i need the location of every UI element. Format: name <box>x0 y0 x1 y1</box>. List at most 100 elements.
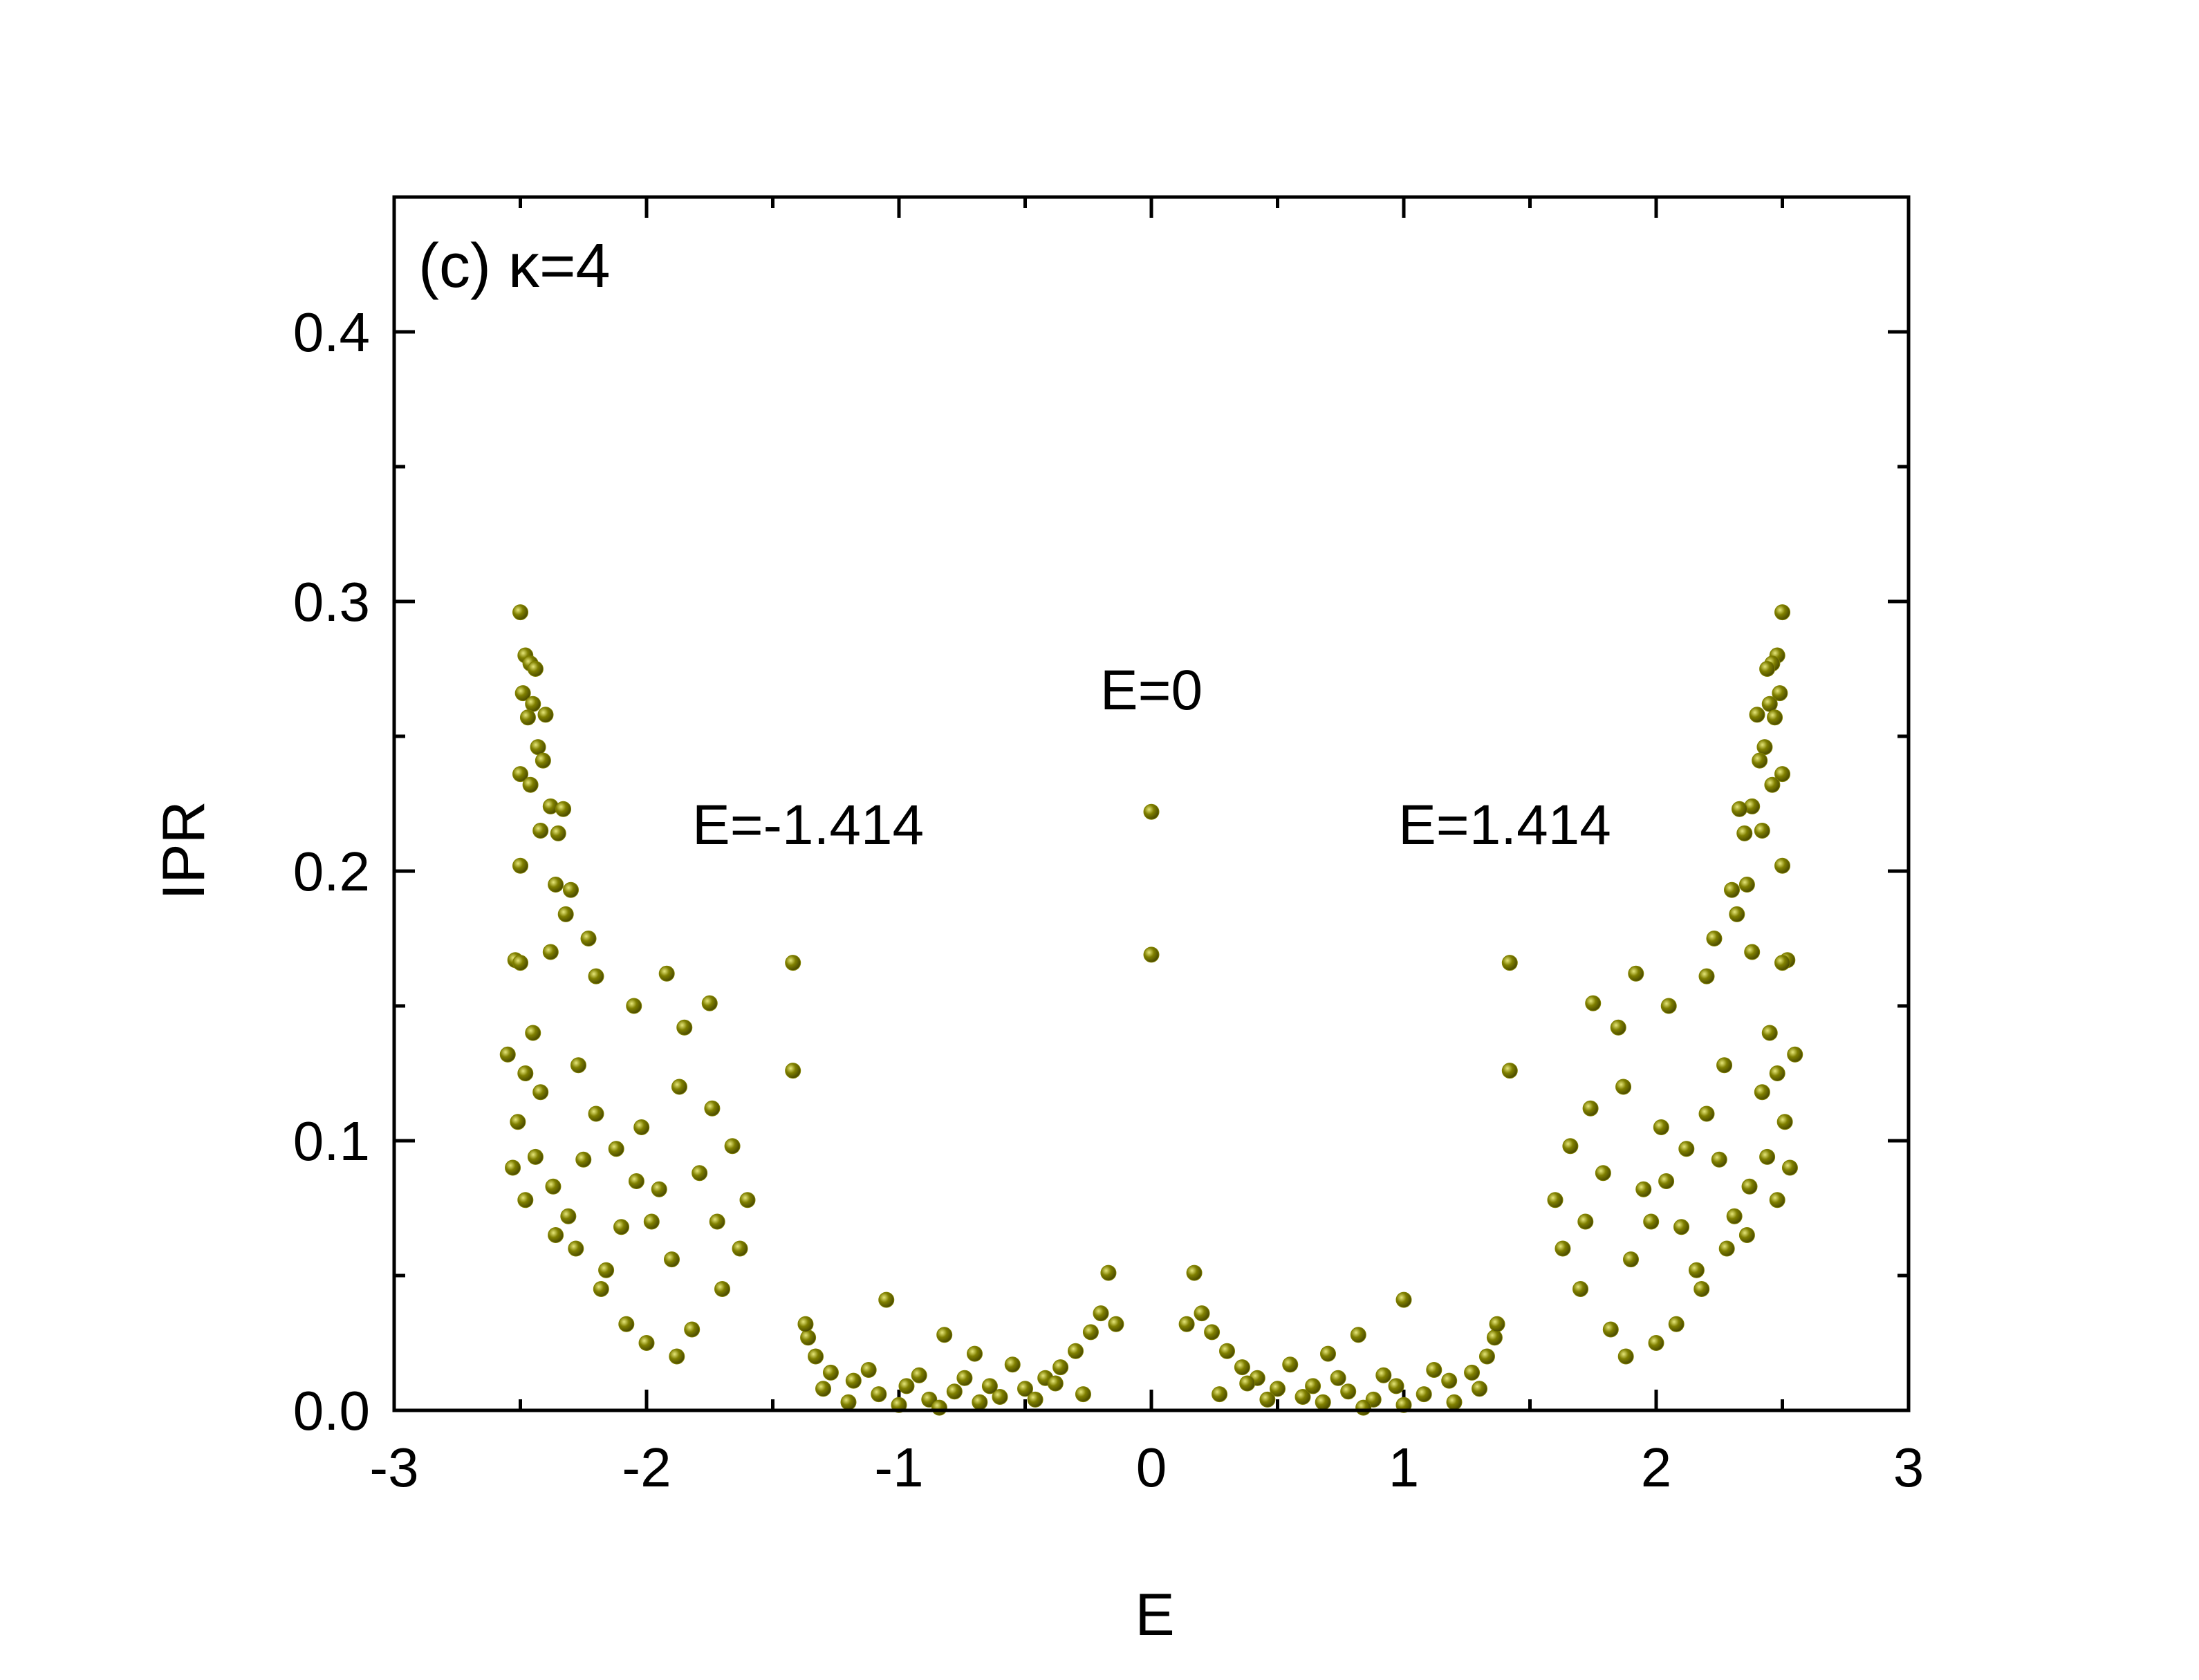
data-point <box>522 776 539 793</box>
data-point <box>1350 1327 1366 1343</box>
annotation-label: E=-1.414 <box>692 794 924 857</box>
y-tick-label: 0.2 <box>293 841 370 902</box>
data-point <box>1769 1192 1785 1208</box>
data-point <box>1577 1213 1594 1230</box>
data-point <box>1047 1375 1064 1392</box>
data-point <box>1555 1240 1571 1257</box>
data-point <box>956 1370 973 1386</box>
data-point <box>1186 1264 1203 1281</box>
data-point <box>1752 752 1768 769</box>
data-point <box>1562 1138 1579 1155</box>
data-point <box>525 696 541 712</box>
y-tick-label: 0.4 <box>293 301 370 363</box>
annotation-label: E=0 <box>1100 659 1203 722</box>
data-point <box>808 1348 824 1365</box>
data-point <box>517 1192 534 1208</box>
data-point <box>981 1378 998 1394</box>
data-point <box>514 685 531 702</box>
data-point <box>1572 1281 1588 1297</box>
data-point <box>1052 1359 1069 1376</box>
data-point <box>560 1208 577 1224</box>
data-point <box>1239 1375 1256 1392</box>
data-point <box>1711 1151 1727 1168</box>
data-point <box>1004 1356 1021 1373</box>
data-point <box>1749 707 1765 723</box>
data-point <box>1623 1251 1639 1268</box>
data-point <box>739 1192 756 1208</box>
data-point <box>1204 1324 1221 1341</box>
data-point <box>724 1138 741 1155</box>
data-point <box>593 1281 609 1297</box>
data-point <box>931 1399 947 1416</box>
data-point <box>1774 604 1790 621</box>
data-point <box>946 1383 963 1400</box>
data-point <box>1698 1105 1715 1122</box>
data-point <box>512 604 528 621</box>
data-point <box>669 1348 685 1365</box>
data-point <box>1776 1114 1793 1130</box>
data-point <box>1716 1057 1733 1074</box>
data-point <box>1754 1084 1770 1101</box>
data-point <box>1781 1159 1798 1176</box>
data-point <box>732 1240 748 1257</box>
data-point <box>588 1105 604 1122</box>
data-point <box>512 766 528 783</box>
data-point <box>588 968 604 984</box>
data-point <box>1643 1213 1660 1230</box>
data-point <box>911 1367 927 1383</box>
data-point <box>972 1394 988 1410</box>
data-point <box>1234 1359 1250 1376</box>
data-point <box>1744 944 1761 960</box>
data-point <box>1668 1316 1685 1332</box>
data-point <box>1194 1305 1210 1322</box>
data-point <box>1330 1370 1346 1386</box>
data-point <box>608 1141 624 1157</box>
data-point <box>1375 1367 1392 1383</box>
data-point <box>1774 857 1790 874</box>
data-point <box>1673 1219 1689 1235</box>
data-point <box>548 1227 564 1243</box>
data-point <box>1698 968 1715 984</box>
data-point <box>676 1019 693 1036</box>
data-point <box>692 1165 708 1182</box>
x-tick-label: -2 <box>622 1437 671 1498</box>
data-point <box>1738 1227 1755 1243</box>
data-point <box>545 1178 562 1195</box>
data-point <box>537 707 554 723</box>
data-point <box>967 1345 983 1362</box>
data-point <box>550 825 566 841</box>
data-point <box>1736 825 1753 841</box>
data-point <box>1726 1208 1743 1224</box>
data-point <box>1706 931 1723 946</box>
data-point <box>1628 965 1644 982</box>
data-point <box>1738 877 1755 893</box>
data-point <box>1426 1362 1442 1378</box>
data-point <box>626 998 642 1014</box>
data-point <box>1464 1364 1481 1381</box>
data-point <box>822 1364 839 1381</box>
data-point <box>1764 776 1781 793</box>
data-point <box>840 1394 857 1410</box>
data-point <box>704 1100 721 1117</box>
data-point <box>555 801 572 817</box>
data-point <box>1772 685 1788 702</box>
data-point <box>505 1159 521 1176</box>
data-point <box>1143 946 1160 963</box>
data-point <box>871 1386 887 1403</box>
data-point <box>1658 1173 1675 1189</box>
plot-frame <box>392 195 1911 1412</box>
data-point <box>1017 1381 1033 1397</box>
annotation-label: E=1.414 <box>1398 794 1611 857</box>
data-point <box>1027 1391 1043 1408</box>
data-point <box>580 931 597 946</box>
data-point <box>1068 1343 1084 1359</box>
data-point <box>1388 1378 1404 1394</box>
data-point <box>936 1327 953 1343</box>
data-point <box>1761 1025 1778 1041</box>
data-point <box>684 1321 700 1338</box>
data-point <box>785 955 801 971</box>
data-point <box>517 1065 534 1081</box>
data-point <box>714 1281 730 1297</box>
